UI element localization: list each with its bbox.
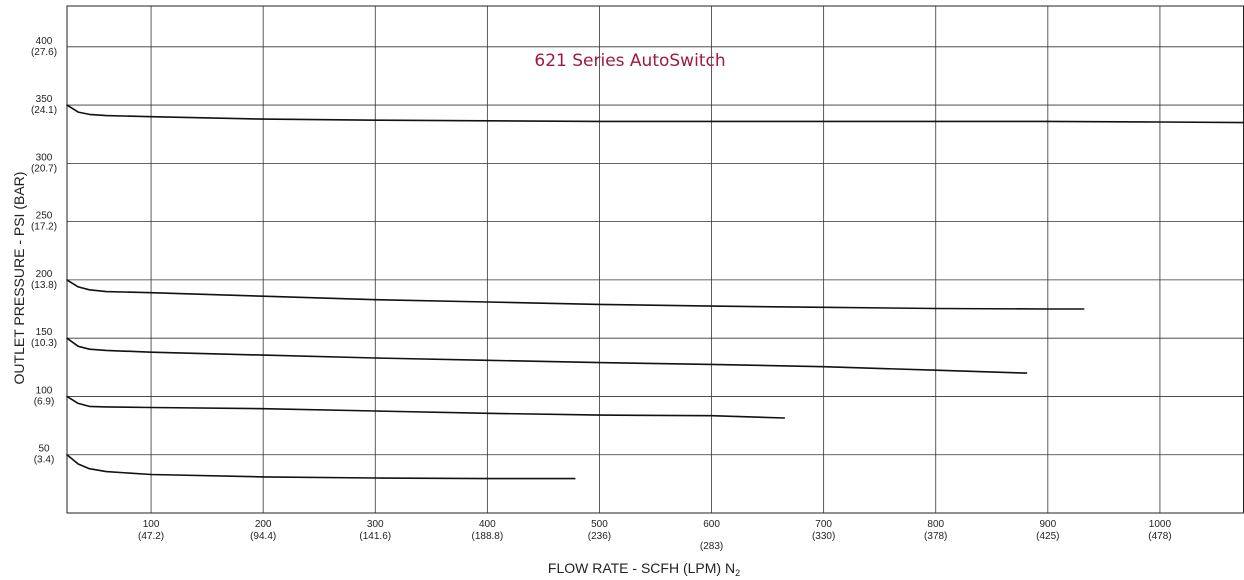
x-tick-label: 900(425) <box>1036 519 1059 542</box>
y-tick-value: 250 <box>36 211 53 222</box>
x-tick-value: 400 <box>479 519 496 530</box>
y-tick-value: 350 <box>36 94 53 105</box>
y-tick-value: 200 <box>36 269 53 280</box>
x-tick-label: 400(188.8) <box>472 519 504 542</box>
x-tick-label: 700(330) <box>812 519 835 542</box>
y-axis-title: OUTLET PRESSURE - PSI (BAR) <box>11 172 27 385</box>
x-tick-value: 800 <box>927 519 944 530</box>
y-tick-label: 400(27.6) <box>31 36 57 58</box>
x-tick-value: 1000 <box>1149 519 1172 530</box>
x-tick-label: 600 (283) <box>700 519 723 552</box>
y-tick-sublabel: (24.1) <box>31 105 57 116</box>
grid <box>66 5 1244 514</box>
y-tick-label: 300(20.7) <box>31 152 57 174</box>
series-line-2 <box>66 279 1085 310</box>
x-tick-label: 1000(478) <box>1148 519 1171 542</box>
y-tick-labels: 50(3.4) 100(6.9) 150(10.3) 200(13.8) 250(17.… <box>31 36 57 466</box>
x-tick-label: 200(94.4) <box>250 519 276 542</box>
x-tick-value: 900 <box>1039 519 1056 530</box>
x-tick-sublabel: (236) <box>588 531 611 542</box>
y-tick-value: 150 <box>36 327 53 338</box>
y-tick-sublabel: (17.2) <box>31 222 57 233</box>
y-tick-sublabel: (10.3) <box>31 338 57 349</box>
y-tick-sublabel: (13.8) <box>31 280 57 291</box>
x-tick-sublabel: (378) <box>924 531 947 542</box>
series-line-3 <box>66 337 1028 374</box>
x-tick-sublabel: (188.8) <box>472 531 504 542</box>
x-tick-sublabel: (141.6) <box>359 531 391 542</box>
y-tick-sublabel: (6.9) <box>34 396 55 407</box>
x-tick-sublabel: (283) <box>700 541 723 552</box>
y-tick-value: 300 <box>36 152 53 163</box>
y-tick-value: 400 <box>36 36 53 47</box>
x-tick-sublabel: (94.4) <box>250 531 276 542</box>
x-tick-labels: 100(47.2) 200(94.4) 300(141.6) 400(188.8) 50… <box>138 519 1172 552</box>
x-tick-value: 500 <box>591 519 608 530</box>
series-line-4 <box>66 395 786 419</box>
y-tick-value: 50 <box>38 444 50 455</box>
x-tick-value: 700 <box>815 519 832 530</box>
plot-frame <box>66 5 1244 514</box>
series-curves <box>66 104 1244 480</box>
x-tick-value: 300 <box>367 519 384 530</box>
x-axis-title: FLOW RATE - SCFH (LPM) N2 <box>548 560 740 578</box>
chart-title: 621 Series AutoSwitch <box>534 51 725 71</box>
y-tick-sublabel: (20.7) <box>31 163 57 174</box>
x-tick-value: 200 <box>255 519 272 530</box>
x-tick-label: 100(47.2) <box>138 519 164 542</box>
y-tick-value: 100 <box>36 385 53 396</box>
series-line-1 <box>66 104 1244 124</box>
y-tick-sublabel: (3.4) <box>34 455 55 466</box>
y-tick-label: 50(3.4) <box>34 444 55 466</box>
y-tick-label: 350(24.1) <box>31 94 57 116</box>
y-tick-label: 100(6.9) <box>34 385 55 407</box>
x-tick-label: 500(236) <box>588 519 611 542</box>
y-tick-label: 200(13.8) <box>31 269 57 291</box>
x-tick-sublabel: (330) <box>812 531 835 542</box>
x-tick-sublabel: (47.2) <box>138 531 164 542</box>
x-tick-sublabel: (478) <box>1148 531 1171 542</box>
x-tick-label: 800(378) <box>924 519 947 542</box>
x-tick-sublabel: (425) <box>1036 531 1059 542</box>
series-line-5 <box>66 453 576 480</box>
y-tick-sublabel: (27.6) <box>31 47 57 58</box>
x-tick-label: 300(141.6) <box>359 519 391 542</box>
y-tick-label: 150(10.3) <box>31 327 57 349</box>
x-tick-value: 600 <box>703 519 720 530</box>
y-tick-label: 250(17.2) <box>31 211 57 233</box>
x-tick-value: 100 <box>143 519 160 530</box>
